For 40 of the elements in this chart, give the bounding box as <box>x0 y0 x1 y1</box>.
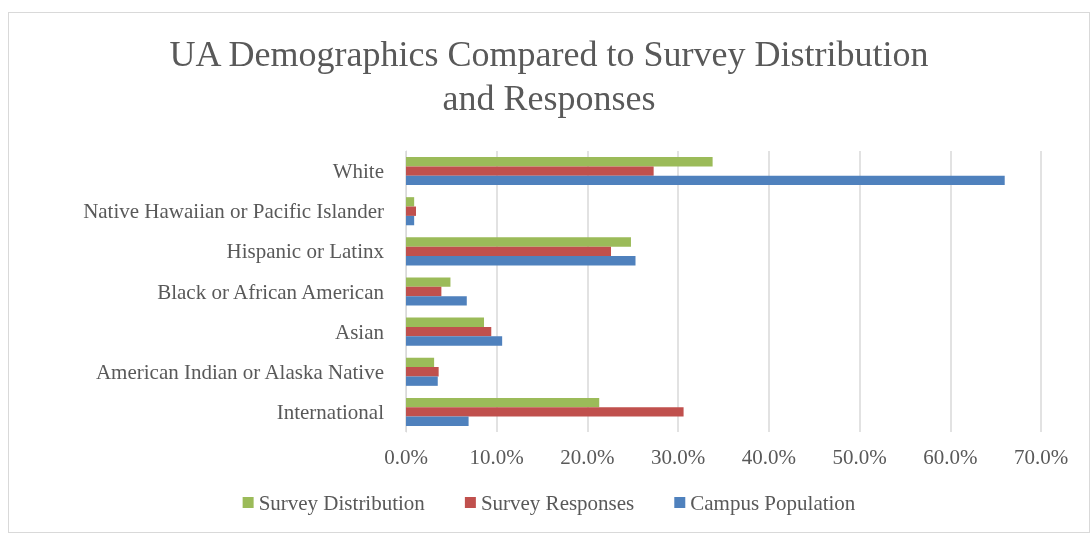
x-tick-label: 0.0% <box>384 444 428 469</box>
bar <box>406 336 503 346</box>
bar <box>406 197 415 207</box>
bar <box>406 246 612 257</box>
y-tick-label: International <box>276 399 385 424</box>
bar <box>406 367 439 377</box>
y-tick-label: American Indian or Alaska Native <box>95 359 384 384</box>
bar <box>406 397 600 408</box>
bar <box>406 256 636 266</box>
bar <box>406 357 435 368</box>
y-tick-label: Hispanic or Latinx <box>226 239 385 264</box>
x-tick-label: 40.0% <box>741 444 796 469</box>
bar <box>406 286 442 297</box>
x-tick-label: 60.0% <box>923 444 978 469</box>
x-tick-label: 70.0% <box>1013 444 1069 469</box>
y-tick-label: Asian <box>335 319 385 344</box>
y-tick-label: White <box>332 159 384 184</box>
x-tick-label: 30.0% <box>651 444 706 469</box>
y-tick-label: Native Hawaiian or Pacific Islander <box>83 199 384 224</box>
bar <box>406 277 451 287</box>
chart-title: UA Demographics Compared to Survey Distribution and Responses <box>169 34 929 118</box>
x-tick-label: 20.0% <box>560 444 615 469</box>
bar <box>406 175 1005 186</box>
bar <box>406 416 469 426</box>
bar <box>406 296 467 306</box>
bar <box>406 407 684 417</box>
bar <box>406 237 631 247</box>
bar <box>406 326 492 337</box>
x-tick-label: 50.0% <box>832 444 887 469</box>
y-tick-label: Black or African American <box>157 279 385 304</box>
bar <box>406 157 713 167</box>
bar <box>406 317 485 327</box>
x-tick-label: 10.0% <box>469 444 524 469</box>
legend-label: Survey Distribution <box>258 490 426 515</box>
legend-label: Campus Population <box>690 490 856 515</box>
bar <box>406 376 438 386</box>
legend-label: Survey Responses <box>480 490 635 515</box>
bar <box>406 166 654 176</box>
bar <box>406 206 416 216</box>
bar <box>406 215 415 226</box>
